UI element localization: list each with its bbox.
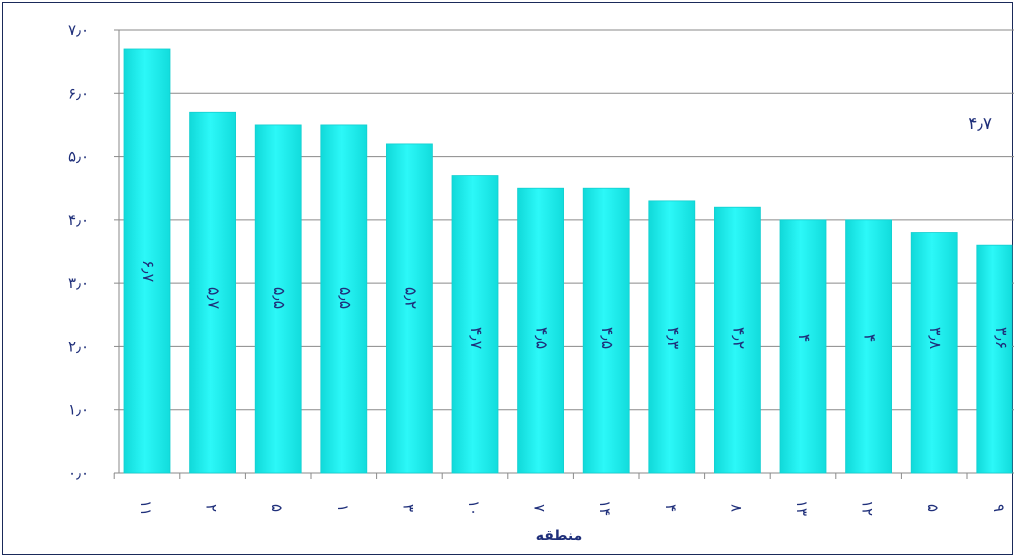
data-label: ۴٫۷ (467, 327, 486, 350)
x-tick-label: ۱۲ (859, 500, 877, 516)
data-label: ۵٫۵ (270, 287, 289, 309)
x-tick-label: ۱۰ (465, 500, 483, 516)
y-tick-labels: ۰٫۰ ۱٫۰ ۲٫۰ ۳٫۰ ۴٫۰ ۵٫۰ ۶٫۰ ۷٫۰ (68, 21, 89, 482)
x-tick-label: ۸ (727, 504, 745, 512)
y-tick-label: ۲٫۰ (68, 337, 89, 355)
bar (451, 175, 499, 474)
data-label: ۳٫۶ (992, 327, 1011, 349)
bar (648, 200, 696, 474)
data-label: ۴٫۵ (533, 327, 552, 349)
data-label: ۴ (795, 334, 814, 343)
bar (582, 187, 630, 474)
x-tick-label: ۱۱ (137, 500, 155, 516)
data-label: ۵٫۷ (205, 287, 224, 310)
bar-chart: ۰٫۰۱٫۰۲٫۰۳٫۰۴٫۰۵٫۰۶٫۰۷٫۰ ۱۱ ۲ ۵ ۱ ۳ ۱۰ ۷ ۱۴ ۴ ۸ ۱۳… (68, 21, 1014, 544)
data-label: ۴٫۵ (598, 327, 617, 349)
bar (910, 232, 958, 474)
x-tick-label: ۴ (662, 504, 680, 512)
data-label: ۳٫۸ (926, 327, 945, 350)
x-tick-label: ۱۴ (596, 500, 614, 516)
x-tick-label: ۱۳ (793, 500, 811, 516)
x-tick-label: ۵ (268, 504, 286, 512)
y-tick-label: ۳٫۰ (68, 274, 89, 292)
bars (113, 48, 1013, 479)
average-line-group: ۴٫۷ (144, 114, 1003, 180)
bar (254, 124, 302, 474)
x-tick-labels: ۱۱ ۲ ۵ ۱ ۳ ۱۰ ۷ ۱۴ ۴ ۸ ۱۳ ۱۲ ۵ ۹ (137, 500, 1008, 516)
bar (779, 219, 827, 474)
x-tick-label: ۳ (399, 504, 417, 512)
y-tick-label: ۵٫۰ (68, 148, 89, 166)
x-tick-label: ۹ (990, 504, 1008, 512)
bar (845, 219, 892, 474)
bar (385, 143, 433, 474)
y-tick-label: ۱٫۰ (68, 401, 89, 419)
x-tick-label: ۵ (924, 504, 942, 512)
y-tick-label: ۶٫۰ (68, 84, 89, 102)
average-label: ۴٫۷ (968, 114, 992, 134)
bar (517, 187, 564, 474)
x-tick-label: ۷ (531, 504, 549, 512)
data-label: ۴٫۳ (664, 327, 683, 350)
y-tick-label: ۰٫۰ (68, 464, 89, 482)
bar (320, 124, 368, 474)
data-labels: ۶٫۷ ۵٫۷ ۵٫۵ ۵٫۵ ۵٫۲ ۴٫۷ ۴٫۵ ۴٫۵ ۴٫۳ ۴٫۲ ۴ ۴ ۳٫۸ ۳٫۶ (139, 260, 1011, 350)
x-axis-title: منطقه (536, 528, 583, 544)
data-label: ۴٫۲ (729, 327, 748, 349)
x-tick-label: ۲ (203, 504, 221, 512)
bar (123, 48, 171, 474)
data-label: ۴ (861, 334, 880, 343)
data-label: ۵٫۲ (401, 287, 420, 309)
y-tick-label: ۴٫۰ (68, 211, 89, 229)
bar (714, 206, 761, 474)
bar (976, 244, 1013, 474)
data-label: ۶٫۷ (139, 260, 158, 283)
x-tick-label: ۱ (334, 504, 352, 512)
data-label: ۵٫۵ (336, 287, 355, 309)
y-tick-label: ۷٫۰ (68, 21, 89, 39)
